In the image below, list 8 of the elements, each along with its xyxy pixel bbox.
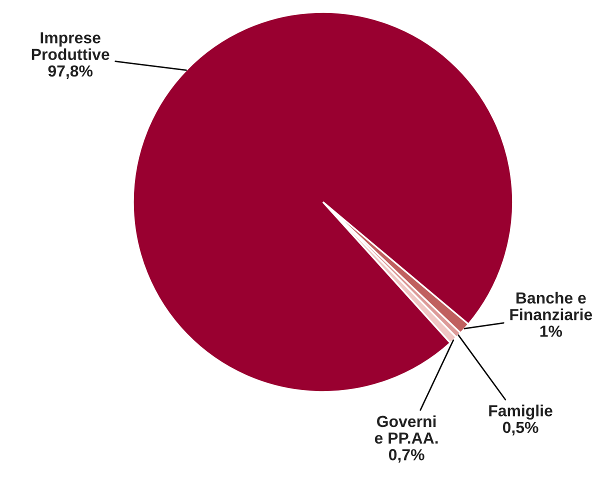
data-label: 0,7% [388, 449, 424, 463]
slice-label: Governi e PP.AA. [374, 415, 438, 444]
data-label: 1% [540, 326, 562, 337]
slice-label: Famiglie [489, 404, 552, 420]
slice-label: Imprese Produttive [32, 32, 110, 60]
data-label: 0,5% [502, 422, 538, 436]
data-label: 97,8% [48, 65, 93, 79]
slice-label: Banche e Finanziarie [510, 292, 592, 320]
